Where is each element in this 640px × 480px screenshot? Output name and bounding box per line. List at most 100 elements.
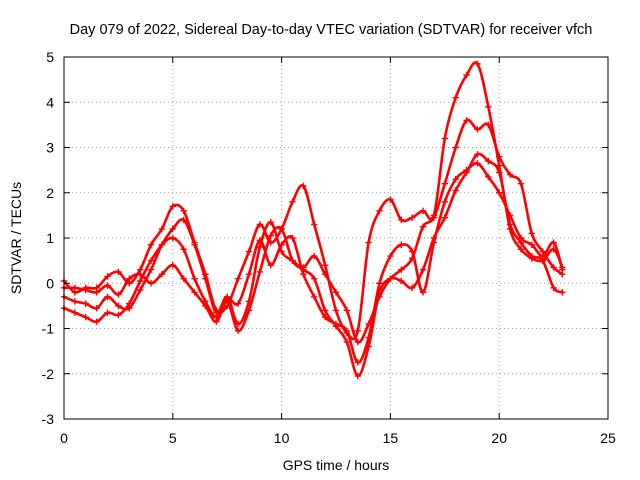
data-point-marker: [398, 277, 405, 285]
series-trace: [62, 61, 564, 341]
data-point-marker: [311, 252, 318, 260]
data-point-marker: [256, 237, 264, 244]
data-point-marker: [147, 241, 155, 248]
series-track-c: [60, 151, 566, 380]
data-point-marker: [311, 221, 318, 228]
data-point-marker: [387, 196, 394, 203]
data-point-marker: [82, 313, 89, 321]
data-point-marker: [169, 234, 176, 242]
data-point-marker: [126, 300, 133, 307]
data-point-marker: [147, 266, 155, 273]
data-point-marker: [398, 241, 405, 248]
data-point-marker: [528, 241, 536, 248]
x-tick-labels: 0 5 10 15 20 25: [60, 430, 616, 446]
data-point-marker: [71, 284, 79, 291]
data-point-marker: [104, 282, 111, 289]
y-tick-label: 5: [46, 49, 54, 65]
data-point-marker: [343, 307, 351, 314]
data-point-marker: [191, 289, 198, 296]
y-tick-labels: -3 -2 -1 0 1 2 3 4 5: [42, 49, 55, 427]
data-point-marker: [191, 275, 198, 282]
data-point-marker: [93, 304, 100, 312]
data-point-marker: [136, 277, 144, 285]
data-point-marker: [82, 286, 89, 294]
data-point-marker: [506, 221, 514, 228]
data-point-marker: [517, 246, 525, 253]
data-point-marker: [452, 94, 459, 101]
data-point-marker: [245, 271, 253, 278]
data-point-marker: [300, 271, 307, 278]
data-point-marker: [267, 232, 274, 239]
data-point-marker: [474, 126, 481, 133]
data-point-marker: [419, 223, 427, 230]
x-tick-label: 0: [60, 430, 68, 446]
data-point-marker: [136, 271, 144, 278]
data-point-marker: [365, 334, 372, 341]
data-point-marker: [539, 252, 546, 260]
axis-ticks: [63, 56, 609, 420]
data-point-marker: [332, 307, 340, 314]
y-axis-label: SDTVAR / TECUs: [8, 182, 24, 294]
grid-lines: [64, 57, 608, 419]
chart-title: Day 079 of 2022, Sidereal Day-to-day VTE…: [70, 22, 593, 38]
data-point-marker: [474, 160, 481, 167]
data-point-marker: [169, 225, 176, 233]
data-point-marker: [104, 273, 111, 280]
data-point-marker: [158, 225, 166, 233]
data-point-marker: [234, 327, 242, 334]
data-point-marker: [496, 153, 503, 160]
x-tick-label: 20: [491, 430, 507, 446]
data-point-marker: [321, 271, 329, 278]
data-point-marker: [213, 318, 220, 325]
data-point-marker: [343, 327, 351, 334]
data-point-marker: [267, 218, 274, 226]
data-point-marker: [559, 289, 566, 296]
data-point-marker: [115, 291, 122, 298]
series-trace: [62, 152, 564, 378]
data-point-marker: [256, 221, 264, 228]
data-point-marker: [147, 257, 155, 264]
data-point-marker: [559, 266, 566, 273]
data-point-marker: [202, 302, 209, 310]
y-tick-label: 2: [46, 185, 54, 201]
data-point-marker: [485, 173, 492, 181]
data-point-marker: [408, 214, 416, 221]
data-point-marker: [398, 266, 405, 273]
series-track-d: [60, 160, 566, 366]
data-point-marker: [278, 225, 285, 233]
data-point-marker: [528, 252, 536, 260]
data-point-marker: [343, 338, 351, 346]
data-point-marker: [430, 239, 438, 246]
data-point-marker: [321, 313, 329, 321]
data-point-marker: [496, 189, 503, 196]
data-point-marker: [517, 234, 525, 242]
data-point-marker: [463, 166, 470, 174]
data-point-marker: [93, 318, 100, 325]
data-point-marker: [474, 151, 481, 158]
data-point-marker: [376, 207, 383, 215]
data-point-marker: [278, 241, 285, 248]
data-point-marker: [93, 289, 100, 296]
x-tick-label: 10: [274, 430, 290, 446]
data-point-marker: [115, 302, 122, 310]
data-point-marker: [256, 268, 264, 276]
data-point-marker: [463, 71, 470, 79]
data-point-marker: [115, 268, 122, 276]
series-trace: [62, 118, 564, 344]
data-point-marker: [202, 275, 209, 282]
data-point-marker: [496, 169, 503, 176]
data-point-marker: [234, 275, 242, 282]
y-tick-label: -1: [42, 321, 55, 337]
data-point-marker: [169, 203, 176, 210]
data-point-marker: [441, 214, 448, 221]
data-point-marker: [550, 239, 557, 246]
x-axis-label: GPS time / hours: [283, 457, 390, 473]
data-point-marker: [419, 266, 427, 273]
data-point-marker: [332, 289, 340, 296]
data-point-marker: [506, 171, 514, 178]
data-point-marker: [365, 239, 372, 246]
data-point-marker: [267, 261, 274, 269]
data-point-marker: [452, 187, 459, 194]
data-point-marker: [180, 207, 187, 215]
